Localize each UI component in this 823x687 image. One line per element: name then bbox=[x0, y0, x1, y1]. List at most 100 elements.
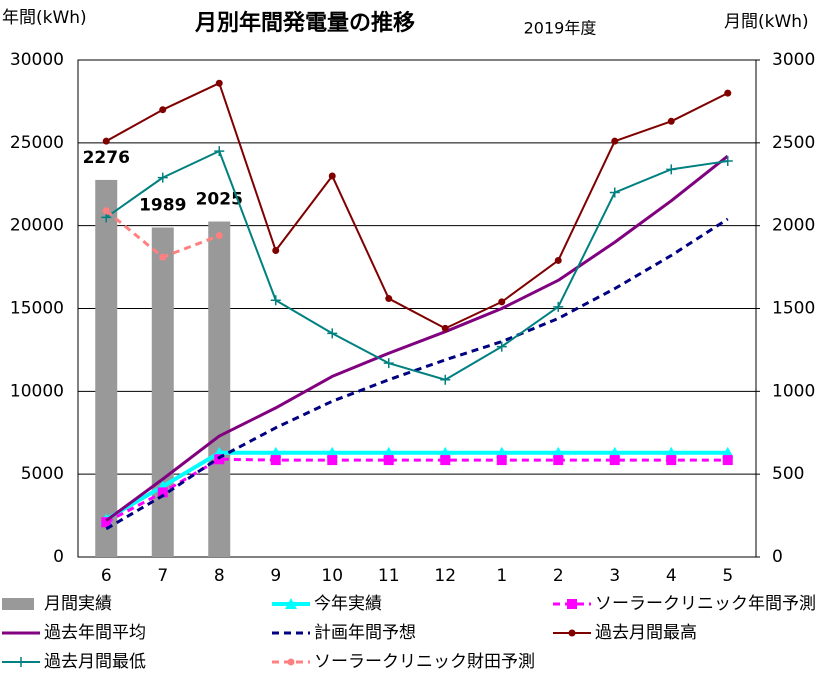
chart-title: 月別年間発電量の推移 bbox=[194, 10, 415, 36]
x-tick-label: 2 bbox=[553, 566, 564, 586]
marker bbox=[496, 455, 507, 466]
marker bbox=[496, 341, 507, 352]
y-tick-label: 25000 bbox=[10, 133, 64, 153]
marker bbox=[287, 658, 295, 666]
marker bbox=[665, 446, 678, 458]
legend-label: ソーラークリニック年間予測 bbox=[595, 594, 816, 614]
marker bbox=[385, 295, 393, 303]
marker bbox=[498, 298, 506, 306]
bar bbox=[151, 227, 174, 557]
bar-value-label: 2025 bbox=[196, 190, 243, 210]
series-line bbox=[105, 82, 729, 330]
y2-tick-label: 1000 bbox=[772, 381, 815, 401]
y-tick-label: 5000 bbox=[21, 464, 64, 484]
legend-label: 過去月間最高 bbox=[595, 623, 697, 643]
marker bbox=[272, 247, 280, 255]
marker bbox=[441, 324, 449, 332]
chart-subtitle: 2019年度 bbox=[524, 19, 597, 38]
marker bbox=[722, 156, 733, 167]
bar-value-label: 2276 bbox=[83, 148, 130, 168]
x-tick-label: 5 bbox=[722, 566, 733, 586]
marker bbox=[269, 446, 282, 458]
marker bbox=[327, 328, 338, 339]
y2-tick-label: 1500 bbox=[772, 299, 815, 319]
marker bbox=[215, 232, 223, 240]
series-line bbox=[105, 150, 728, 381]
plot-border bbox=[77, 59, 757, 558]
legend-label: 今年実績 bbox=[314, 594, 382, 614]
marker bbox=[666, 455, 677, 466]
legend-item: 過去年間平均 bbox=[2, 623, 146, 643]
x-tick-label: 9 bbox=[270, 566, 281, 586]
legend-label: 月間実績 bbox=[44, 594, 112, 614]
marker bbox=[214, 146, 225, 157]
marker bbox=[553, 455, 564, 466]
x-tick-label: 1 bbox=[496, 566, 507, 586]
series-line bbox=[105, 154, 729, 522]
series-line bbox=[105, 457, 728, 524]
marker bbox=[440, 455, 451, 466]
x-tick-label: 12 bbox=[434, 566, 456, 586]
marker bbox=[567, 599, 577, 609]
x-tick-label: 11 bbox=[378, 566, 400, 586]
legend-item: 今年実績 bbox=[272, 594, 382, 614]
bar bbox=[95, 179, 118, 557]
marker bbox=[101, 517, 112, 528]
legend-label: ソーラークリニック財田予測 bbox=[314, 652, 535, 672]
x-tick-label: 7 bbox=[157, 566, 168, 586]
series-line bbox=[105, 450, 728, 522]
y-tick-label: 10000 bbox=[10, 381, 64, 401]
marker bbox=[554, 256, 562, 264]
marker bbox=[383, 358, 394, 369]
y2-tick-label: 3000 bbox=[772, 50, 815, 70]
y2-tick-label: 2500 bbox=[772, 133, 815, 153]
marker bbox=[159, 253, 167, 261]
y2-tick-label: 0 bbox=[772, 547, 783, 567]
x-tick-label: 8 bbox=[214, 566, 225, 586]
legend-label: 過去年間平均 bbox=[44, 623, 146, 643]
y-tick-label: 15000 bbox=[10, 299, 64, 319]
marker bbox=[439, 446, 452, 458]
marker bbox=[609, 455, 620, 466]
y2-tick-label: 500 bbox=[772, 464, 804, 484]
y-tick-label: 0 bbox=[53, 547, 64, 567]
y-tick-label: 20000 bbox=[10, 216, 64, 236]
legend-label: 過去月間最低 bbox=[44, 652, 146, 672]
legend-item: 過去月間最高 bbox=[553, 623, 697, 643]
legend-item: 過去月間最低 bbox=[2, 652, 146, 672]
marker bbox=[611, 137, 619, 145]
legend-item: ソーラークリニック年間予測 bbox=[553, 594, 816, 614]
series-line bbox=[105, 217, 729, 531]
bar-value-label: 1989 bbox=[139, 195, 186, 215]
x-tick-label: 4 bbox=[666, 566, 677, 586]
marker bbox=[495, 446, 508, 458]
marker bbox=[159, 106, 167, 114]
marker bbox=[608, 446, 621, 458]
marker bbox=[568, 629, 576, 637]
marker bbox=[215, 79, 223, 87]
legend-item: ソーラークリニック財田予測 bbox=[272, 652, 535, 672]
marker bbox=[440, 374, 451, 385]
marker bbox=[328, 172, 336, 180]
y-axis-label: 年間(kWh) bbox=[2, 8, 87, 28]
y2-axis-label: 月間(kWh) bbox=[724, 12, 809, 32]
marker bbox=[552, 446, 565, 458]
legend-swatch bbox=[2, 598, 34, 610]
marker bbox=[327, 455, 338, 466]
marker bbox=[16, 657, 26, 667]
x-tick-label: 6 bbox=[101, 566, 112, 586]
legend-item: 月間実績 bbox=[2, 594, 112, 614]
marker bbox=[383, 455, 394, 466]
x-tick-label: 3 bbox=[609, 566, 620, 586]
bar bbox=[208, 221, 231, 557]
marker bbox=[102, 207, 110, 215]
legend-label: 計画年間予想 bbox=[314, 623, 416, 643]
legend-item: 計画年間予想 bbox=[272, 623, 416, 643]
x-tick-label: 10 bbox=[321, 566, 343, 586]
marker bbox=[102, 137, 110, 145]
marker bbox=[722, 455, 733, 466]
marker bbox=[157, 172, 168, 183]
marker bbox=[609, 187, 620, 198]
marker bbox=[285, 598, 297, 609]
